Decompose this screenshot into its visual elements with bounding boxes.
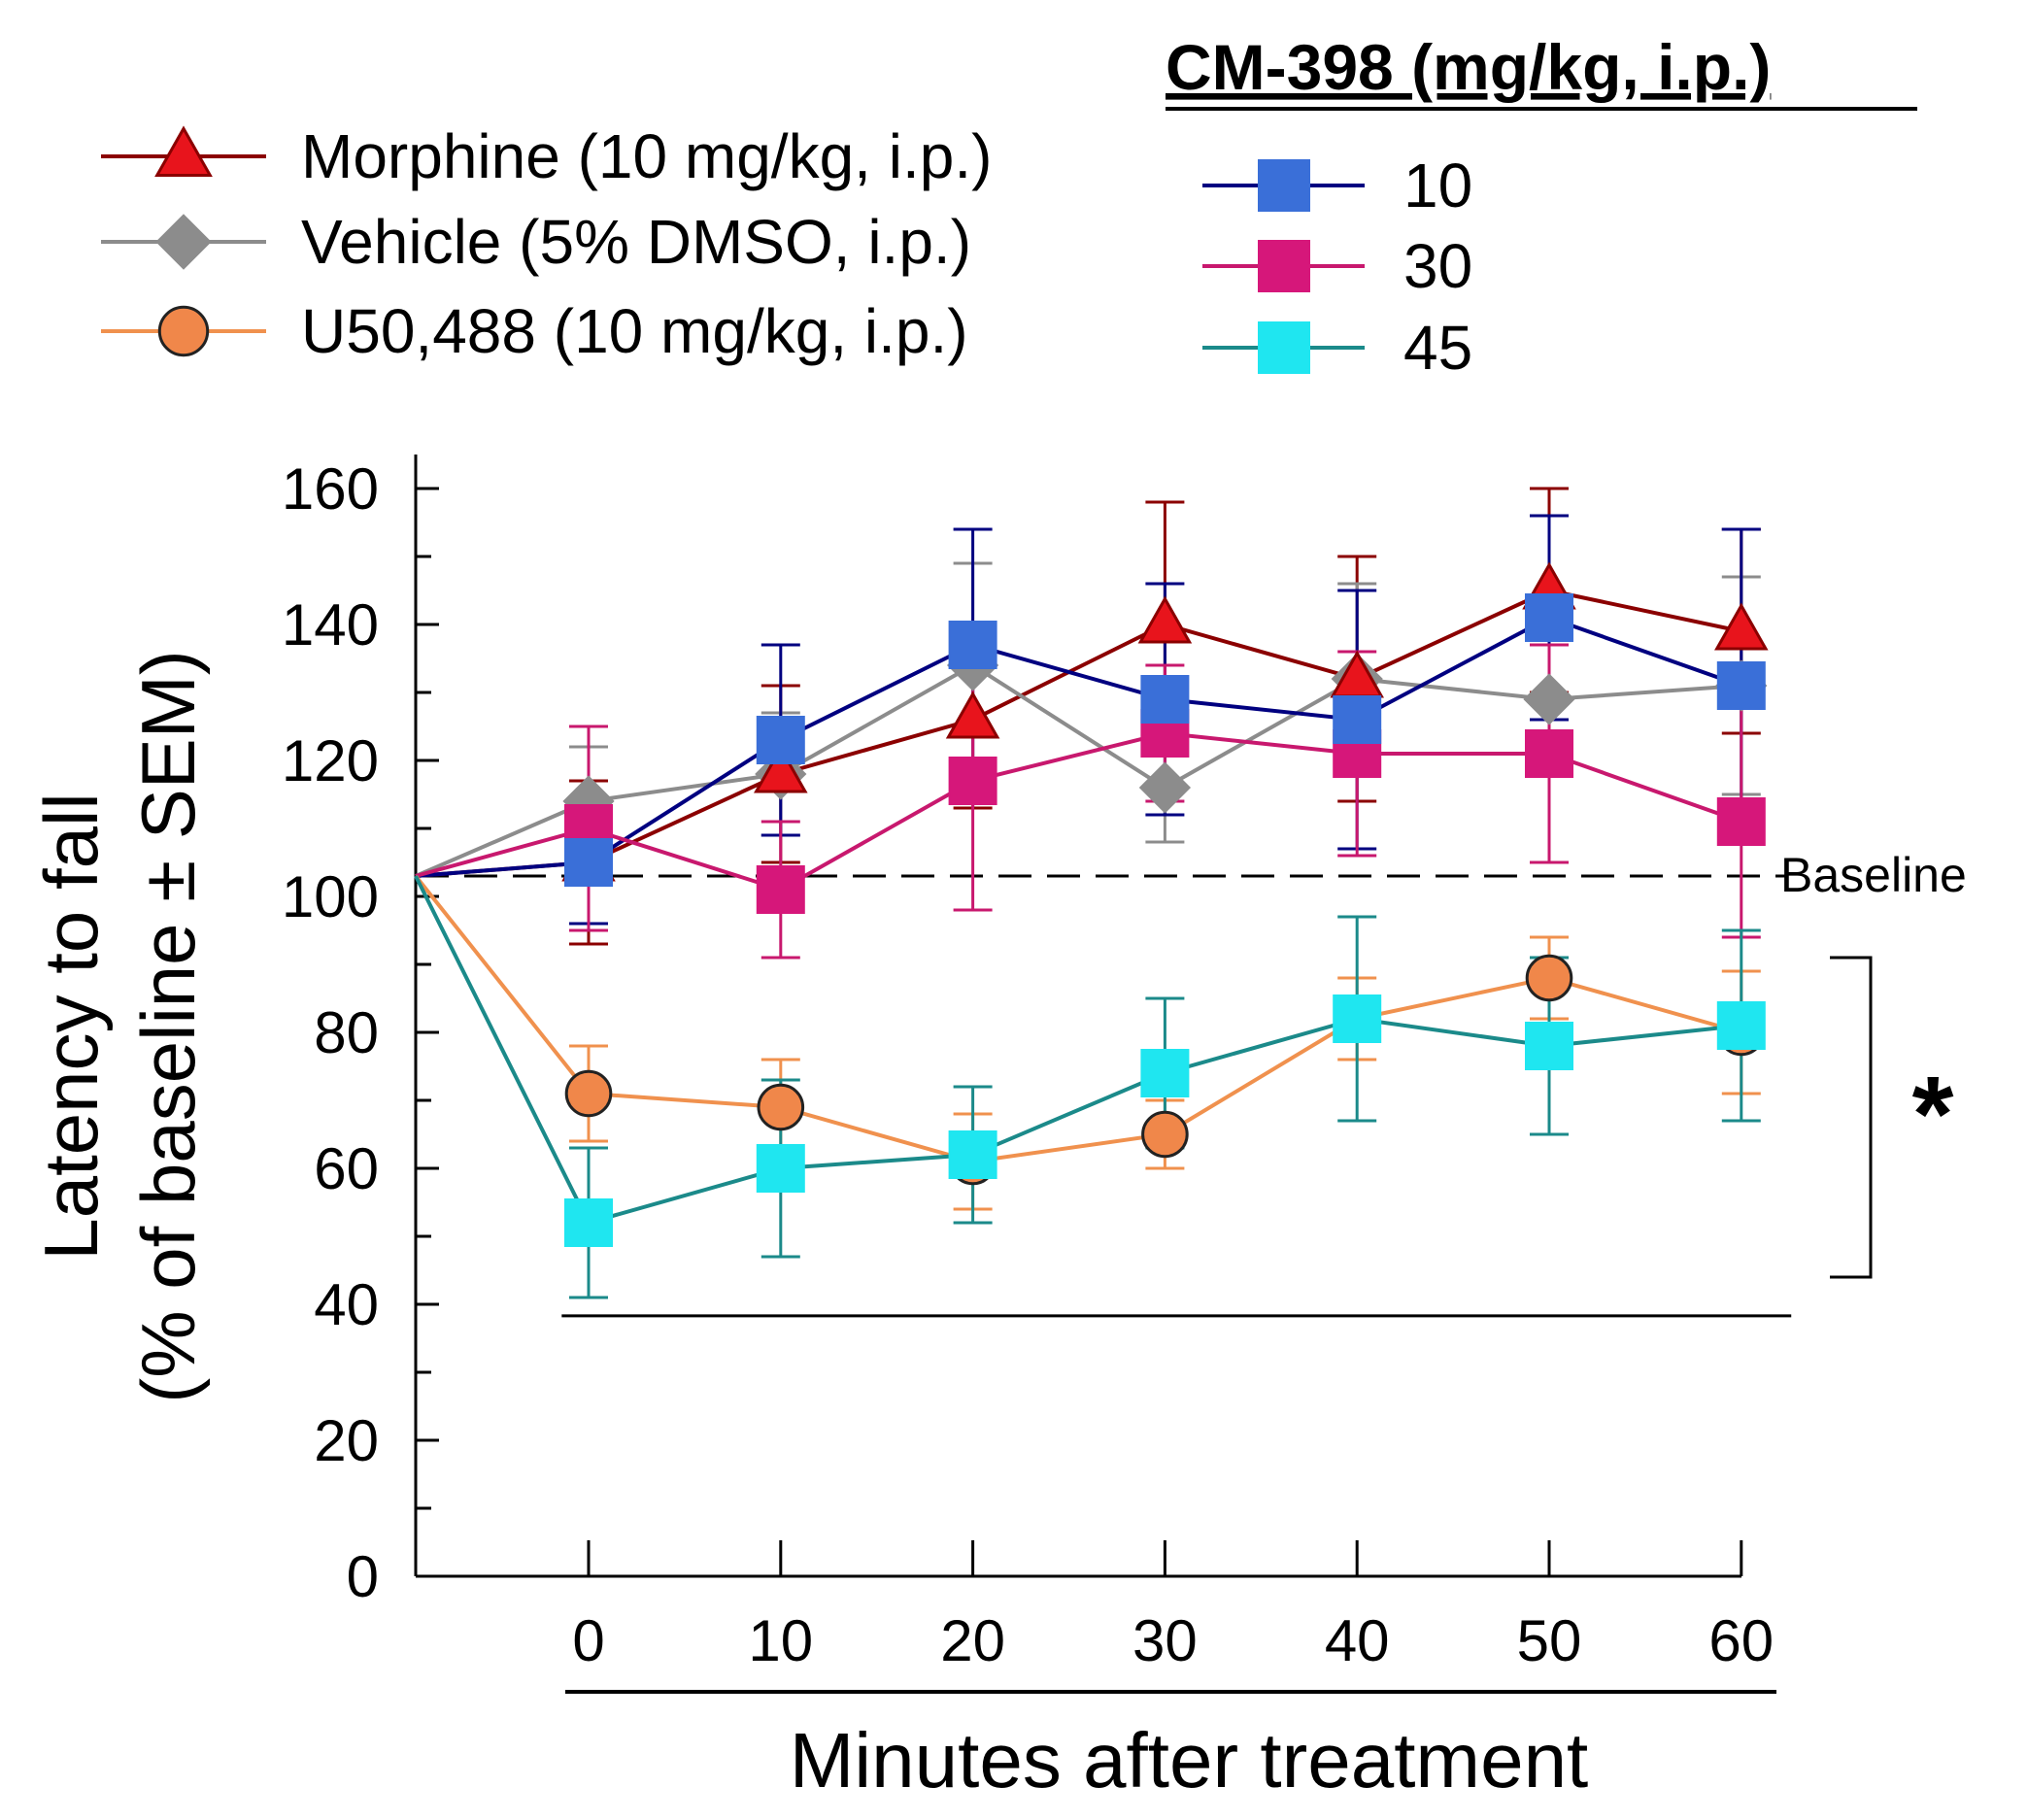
series-line: [415, 662, 1741, 878]
x-tick-label: 50: [1517, 1608, 1582, 1673]
data-point: [1525, 593, 1573, 642]
data-point: [948, 1130, 997, 1179]
y-tick-label: 120: [282, 728, 379, 793]
series-line: [414, 874, 1742, 1164]
x-tick-label: 0: [572, 1608, 604, 1673]
y-tick-label: 20: [314, 1408, 379, 1473]
legend-marker: [1258, 240, 1310, 292]
y-axis-label-line1: Latency to fall: [28, 792, 114, 1260]
data-point: [1714, 602, 1769, 651]
data-point: [756, 865, 805, 914]
x-tick-label: 10: [748, 1608, 813, 1673]
legend-marker: [1258, 321, 1310, 374]
x-tick-label: 20: [940, 1608, 1005, 1673]
legend-marker: [157, 305, 210, 357]
y-tick-label: 100: [282, 864, 379, 929]
data-point: [1138, 761, 1192, 814]
data-point: [564, 1198, 613, 1247]
data-point: [945, 691, 1000, 739]
legend-label: U50,488 (10 mg/kg, i.p.): [301, 296, 968, 366]
y-tick-label: 60: [314, 1136, 379, 1201]
axes: 0 20 40 60 80 100 120 140 160 0 10 20 30 40 50 60 Minute…: [28, 455, 1776, 1803]
series-line: [415, 615, 1742, 878]
x-axis-label: Minutes after treatment: [790, 1717, 1589, 1803]
y-tick-label: 140: [282, 592, 379, 657]
legend-label: 45: [1403, 313, 1472, 383]
y-tick-label: 80: [314, 1000, 379, 1065]
y-axis-label-line2: (% of baseline ± SEM): [125, 650, 211, 1402]
legend-label: Vehicle (5% DMSO, i.p.): [301, 207, 971, 277]
data-point: [1137, 595, 1193, 644]
data-point: [564, 838, 613, 887]
legend-marker: [155, 214, 212, 270]
significance-star: *: [1912, 1055, 1954, 1174]
plot-area: Baseline *: [414, 487, 1967, 1318]
legend-label: Morphine (10 mg/kg, i.p.): [301, 121, 992, 191]
data-point: [1716, 797, 1766, 846]
data-point: [564, 1069, 613, 1118]
legend-marker: [154, 125, 213, 177]
y-tick-label: 160: [282, 456, 379, 522]
data-point: [1333, 994, 1382, 1043]
data-point: [1140, 675, 1190, 724]
x-tick-label: 40: [1325, 1608, 1390, 1673]
series-5: [414, 875, 1761, 1299]
legend-marker: [1258, 159, 1310, 212]
data-point: [1141, 1110, 1189, 1159]
data-point: [1525, 1022, 1573, 1070]
data-point: [1716, 661, 1766, 710]
y-tick-label: 0: [347, 1544, 379, 1609]
data-point: [1140, 1049, 1190, 1097]
data-point: [948, 621, 997, 669]
legend-label: 10: [1403, 151, 1472, 220]
series-line: [415, 730, 1742, 893]
data-point: [1523, 673, 1575, 725]
x-tick-label: 60: [1708, 1608, 1774, 1673]
data-point: [948, 757, 997, 805]
data-point: [756, 1144, 805, 1193]
legend-label: 30: [1403, 231, 1472, 301]
series-line: [414, 875, 1742, 1226]
significance-bracket: [1830, 956, 1873, 1279]
data-point: [1716, 1001, 1766, 1050]
y-tick-label: 40: [314, 1272, 379, 1337]
data-point: [1525, 729, 1573, 778]
data-point: [757, 1083, 805, 1131]
legend-title: CM-398 (mg/kg, i.p.): [1166, 31, 1771, 103]
data-point: [756, 716, 805, 764]
data-point: [1525, 954, 1573, 1002]
legend: Morphine (10 mg/kg, i.p.) Vehicle (5% DMS…: [101, 31, 1917, 383]
data-point: [754, 745, 808, 793]
x-tick-label: 30: [1132, 1608, 1198, 1673]
baseline-label: Baseline: [1780, 848, 1967, 902]
data-point: [1333, 695, 1382, 744]
